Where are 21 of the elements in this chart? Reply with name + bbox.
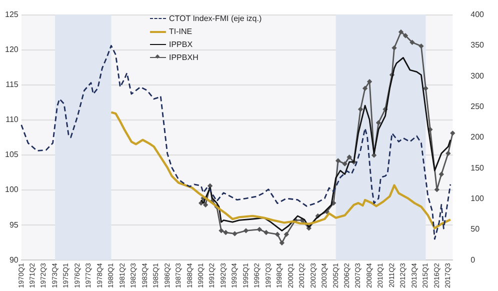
y2-tick-label: 350 [470, 40, 485, 50]
y2-tick-label: 100 [470, 194, 485, 203]
y2-tick-label: 50 [470, 224, 480, 234]
y-tick-label: 115 [6, 80, 19, 90]
y-tick-label: 105 [4, 150, 19, 160]
legend-label: IPPBX [169, 39, 193, 51]
legend-label: IPPBXH [169, 52, 198, 64]
y-tick-label: 120 [4, 45, 19, 54]
y2-tick-label: 400 [470, 10, 485, 20]
y2-tick-label: 300 [470, 71, 485, 80]
y-tick-label: 125 [4, 10, 19, 20]
y2-tick-label: 250 [470, 102, 485, 111]
y-tick-label: 100 [4, 185, 19, 194]
y2-tick-label: 0 [470, 255, 476, 264]
y2-tick-label: 150 [470, 163, 485, 172]
y-tick-label: 90 [9, 255, 19, 264]
y-tick-label: 95 [9, 220, 19, 230]
legend-label: TI-INE [169, 26, 192, 38]
legend-label: CTOT Index-FMI (eje izq.) [169, 13, 262, 25]
y2-tick-label: 200 [470, 132, 485, 142]
y-tick-label: 110 [6, 115, 19, 124]
